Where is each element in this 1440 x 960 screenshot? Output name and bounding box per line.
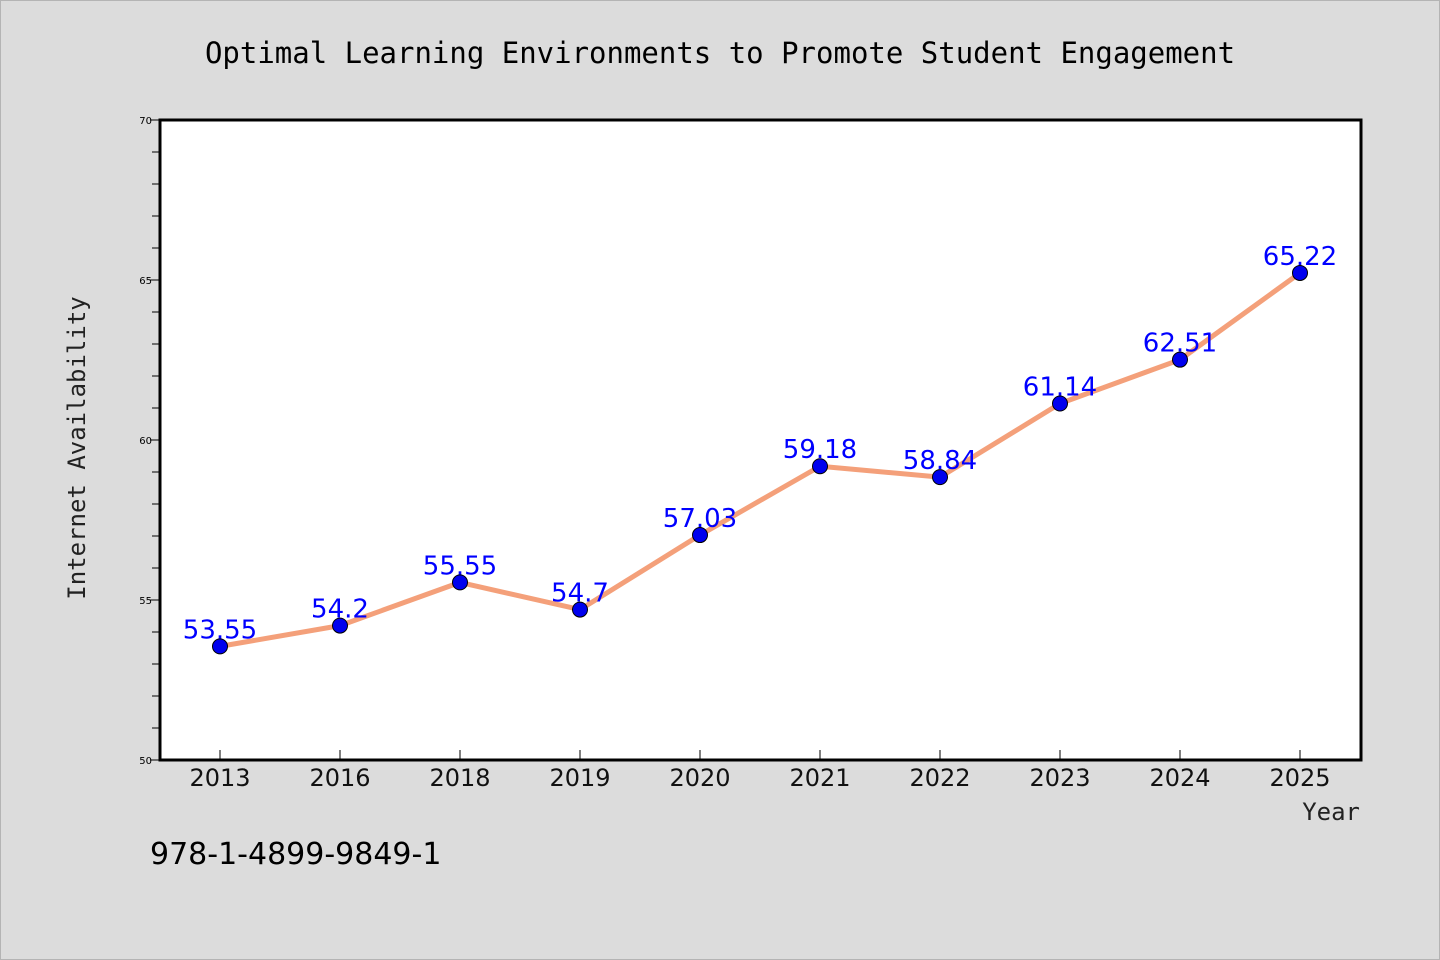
x-tick-label: 2021 [789,764,850,792]
data-point [212,638,228,655]
x-tick-label: 2024 [1149,764,1210,792]
y-tick-label: 65 [139,276,152,287]
data-label: 59.18 [783,435,857,465]
data-label: 53.55 [183,615,257,645]
data-point [692,527,708,544]
x-tick-label: 2018 [429,764,490,792]
y-tick-label: 50 [139,756,152,767]
x-tick-label: 2023 [1029,764,1090,792]
x-tick-label: 2016 [309,764,370,792]
y-axis: 50 55 60 65 70 [139,116,160,767]
data-point [1292,264,1308,281]
x-tick-label: 2022 [909,764,970,792]
y-axis-label: Internet Availability [63,296,91,599]
data-point [332,617,348,634]
data-point [572,601,588,618]
series-line [219,270,1302,649]
chart-title: Optimal Learning Environments to Promote… [205,36,1235,70]
isbn-label: 978-1-4899-9849-1 [150,837,441,872]
series-layer: 53.55 54.2 55.55 54.7 57.03 59.18 58.84 61.14 62… [183,242,1337,655]
y-tick-label: 60 [139,436,152,447]
data-point [812,458,828,475]
data-point [932,469,948,486]
y-tick-label: 55 [139,596,152,607]
x-axis: 2013 2016 2018 2019 2020 2021 2022 2023 2024 2025 [189,750,1331,792]
x-tick-label: 2025 [1269,764,1330,792]
data-label: 61.14 [1023,373,1097,403]
x-axis-label: Year [1302,798,1360,826]
data-point [452,574,468,591]
data-label: 58.84 [903,446,977,476]
x-tick-label: 2019 [549,764,610,792]
data-point [1172,351,1188,368]
y-tick-label: 70 [139,116,152,127]
data-point [1052,395,1068,412]
x-tick-label: 2020 [669,764,730,792]
data-label: 54.7 [551,579,609,609]
data-label: 55.55 [423,551,497,581]
plot-area [158,118,1363,762]
data-label: 54.2 [311,595,369,625]
data-label: 62.51 [1143,329,1217,359]
x-tick-label: 2013 [189,764,250,792]
data-label: 65.22 [1263,242,1337,272]
data-label: 57.03 [663,504,737,534]
